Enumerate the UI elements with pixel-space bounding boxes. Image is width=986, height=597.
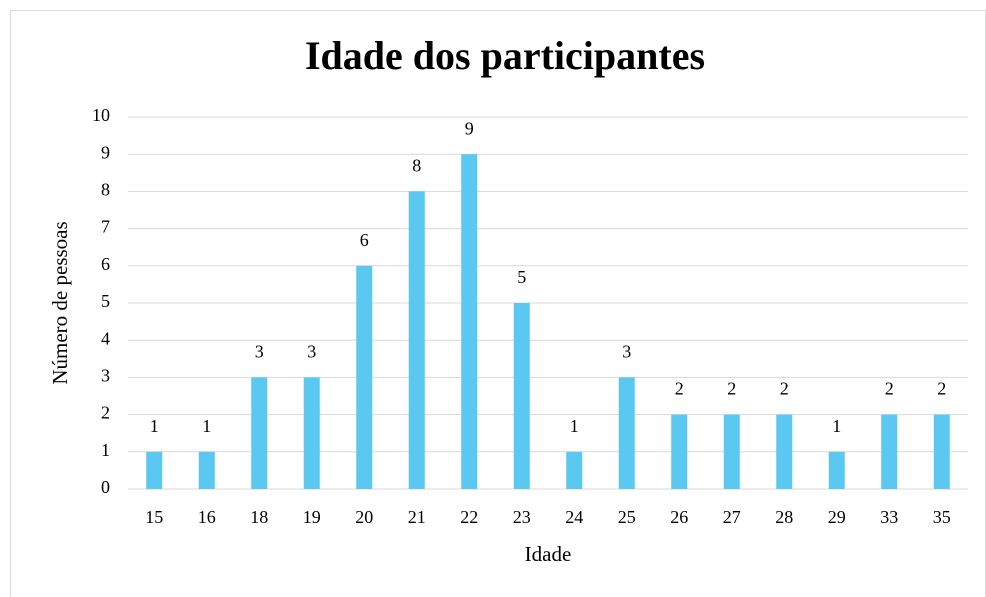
x-tick-label: 22: [460, 507, 478, 527]
x-tick-label: 18: [250, 507, 268, 527]
x-tick-label: 24: [565, 507, 583, 527]
y-tick-label: 8: [101, 180, 110, 200]
data-label: 2: [885, 379, 894, 399]
data-label: 5: [517, 267, 526, 287]
bar: [776, 414, 793, 489]
bar: [828, 451, 845, 489]
data-label: 3: [622, 342, 631, 362]
bar: [513, 303, 530, 489]
x-tick-label: 29: [828, 507, 846, 527]
chart-border: [10, 10, 986, 597]
bar: [461, 154, 478, 489]
bar: [251, 377, 268, 489]
data-label: 8: [412, 156, 421, 176]
y-tick-label: 3: [101, 366, 110, 386]
x-tick-label: 27: [723, 507, 741, 527]
data-label: 2: [780, 379, 789, 399]
x-tick-label: 33: [880, 507, 898, 527]
x-axis-label: Idade: [525, 542, 572, 566]
bar: [881, 414, 898, 489]
x-tick-label: 16: [198, 507, 216, 527]
y-tick-label: 5: [101, 291, 110, 311]
y-tick-label: 2: [101, 403, 110, 423]
data-label: 2: [675, 379, 684, 399]
y-tick-label: 7: [101, 217, 110, 237]
data-label: 2: [937, 379, 946, 399]
x-tick-label: 19: [303, 507, 321, 527]
data-label: 6: [360, 230, 369, 250]
bar: [303, 377, 320, 489]
y-tick-label: 6: [101, 254, 110, 274]
x-tick-label: 28: [775, 507, 793, 527]
data-label: 2: [727, 379, 736, 399]
data-label: 3: [307, 342, 316, 362]
y-tick-label: 1: [101, 440, 110, 460]
bar: [671, 414, 688, 489]
bar: [146, 451, 163, 489]
y-axis-label: Número de pessoas: [48, 221, 72, 384]
data-label: 1: [202, 416, 211, 436]
bar: [723, 414, 740, 489]
chart-title: Idade dos participantes: [305, 33, 705, 78]
y-tick-label: 0: [101, 477, 110, 497]
x-tick-label: 25: [618, 507, 636, 527]
data-label: 1: [832, 416, 841, 436]
x-tick-label: 20: [355, 507, 373, 527]
x-tick-label: 15: [145, 507, 163, 527]
data-label: 3: [255, 342, 264, 362]
x-tick-label: 23: [513, 507, 531, 527]
bar: [566, 451, 583, 489]
y-tick-label: 9: [101, 142, 110, 162]
bar: [618, 377, 635, 489]
bar: [356, 265, 373, 489]
bar: [933, 414, 950, 489]
data-label: 1: [570, 416, 579, 436]
x-tick-label: 35: [933, 507, 951, 527]
data-label: 9: [465, 118, 474, 138]
y-tick-label: 10: [92, 105, 110, 125]
x-tick-label: 26: [670, 507, 688, 527]
bar: [198, 451, 215, 489]
x-tick-label: 21: [408, 507, 426, 527]
bar: [408, 191, 425, 489]
data-label: 1: [150, 416, 159, 436]
y-tick-label: 4: [101, 328, 110, 348]
